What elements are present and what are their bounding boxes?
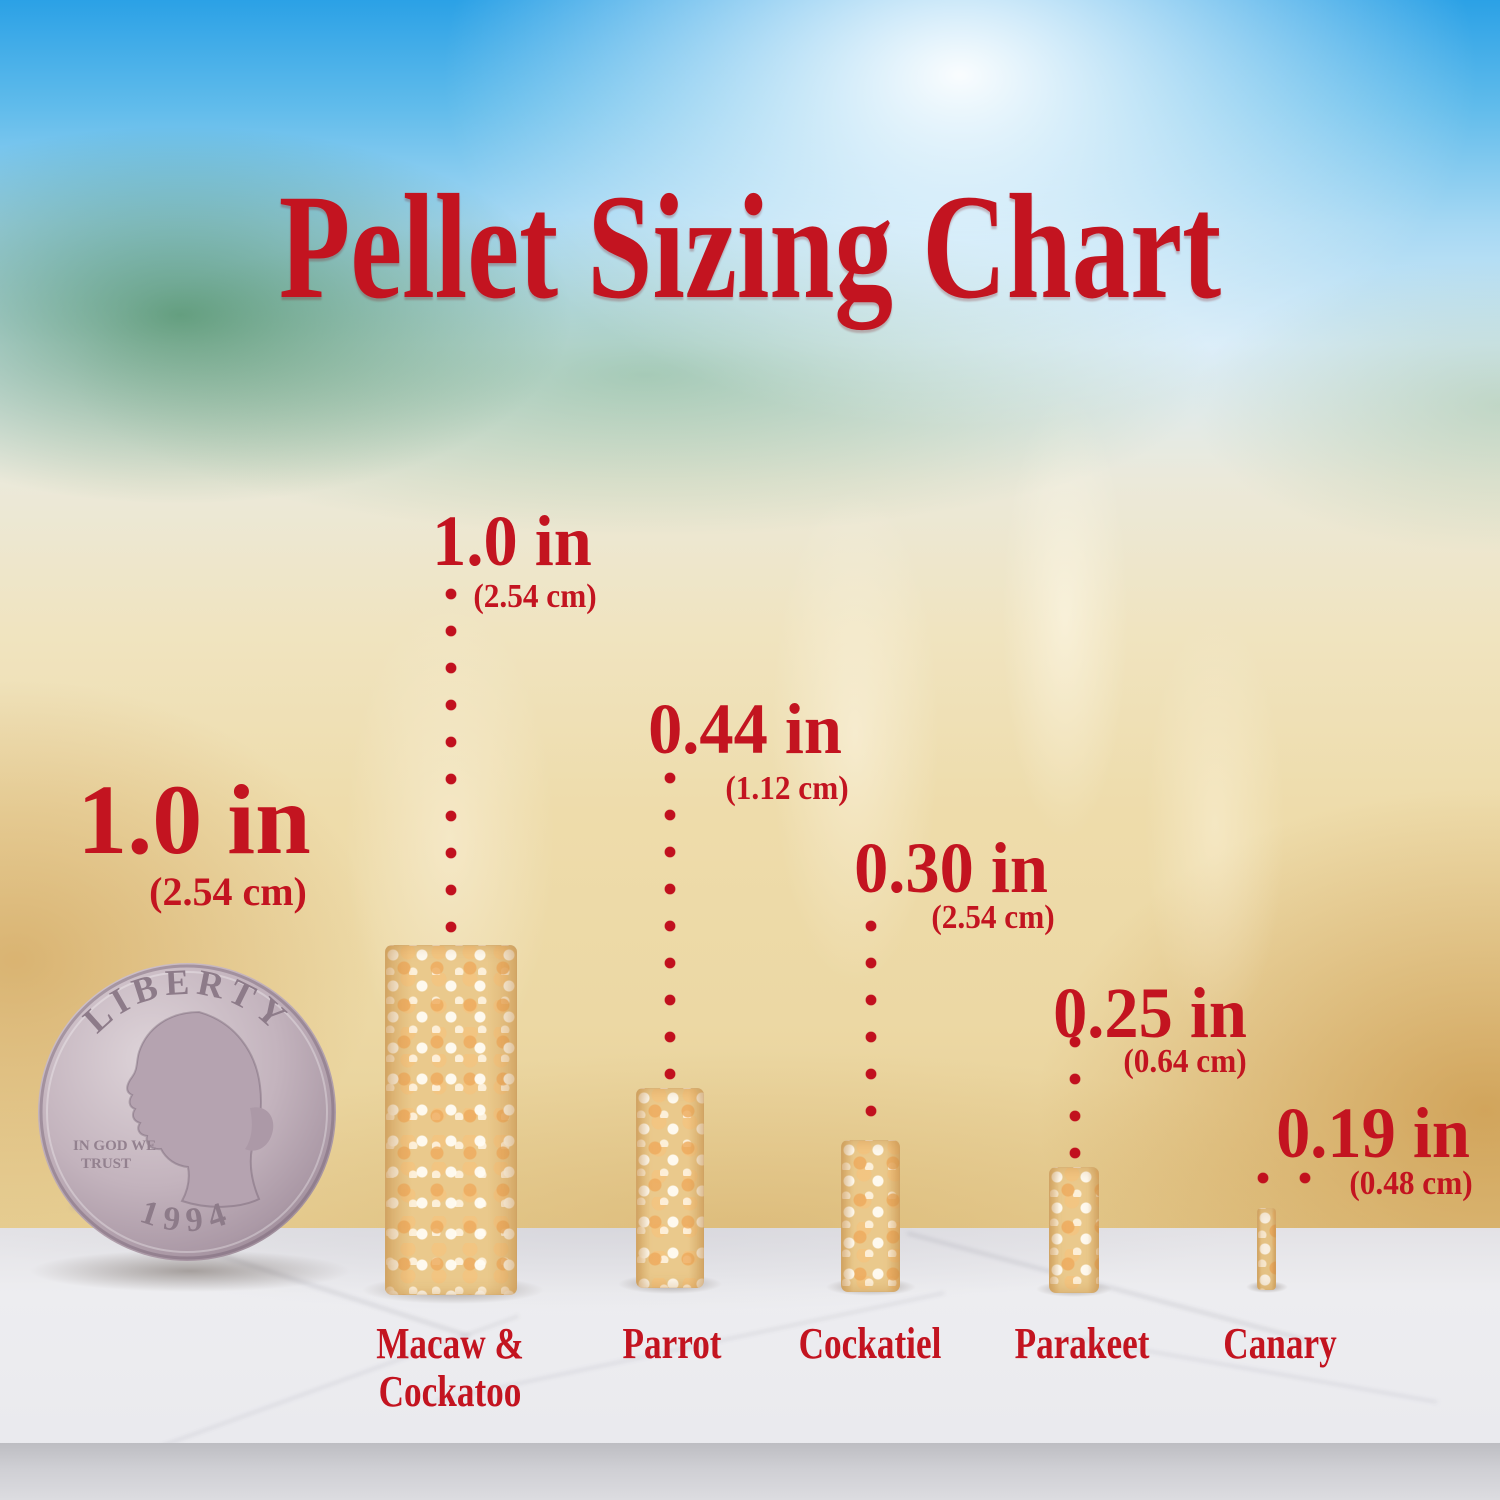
- bird-name-line2: Cockatoo: [378, 1366, 522, 1416]
- size-metric-parrot: (1.12 cm): [725, 770, 849, 807]
- coin-motto-line1: IN GOD WE: [73, 1138, 156, 1154]
- coin-size-label: 1.0 in: [77, 764, 311, 875]
- size-metric-canary: (0.48 cm): [1349, 1165, 1473, 1202]
- size-label-macaw: 1.0 in: [432, 501, 592, 581]
- quarter-coin-graphic: LIBERTY 1994 IN GOD WE TRUST: [38, 962, 336, 1261]
- size-label-parrot: 0.44 in: [648, 689, 842, 769]
- pellet-canary: [1257, 1208, 1276, 1290]
- pellet-parrot: [636, 1088, 704, 1288]
- bird-name-parakeet: Parakeet: [1014, 1319, 1150, 1368]
- leader-dots-parrot: [664, 772, 676, 1084]
- leader-dots-parakeet: [1069, 1036, 1081, 1164]
- pellet-macaw-cockatoo: [385, 945, 517, 1295]
- bird-name-parrot: Parrot: [622, 1319, 722, 1368]
- bird-name-macaw-cockatoo: Macaw & Cockatoo: [376, 1320, 524, 1416]
- size-label-cockatiel: 0.30 in: [854, 828, 1048, 908]
- coin-inner-ring: [46, 971, 328, 1253]
- page-title: Pellet Sizing Chart: [278, 164, 1222, 330]
- coin-size-metric: (2.54 cm): [149, 869, 307, 914]
- profile-queue-hair: [245, 1107, 274, 1151]
- leader-dots-macaw: [445, 588, 457, 933]
- leader-dots-canary: [1257, 1172, 1311, 1184]
- size-label-parakeet: 0.25 in: [1053, 973, 1247, 1053]
- size-label-canary: 0.19 in: [1276, 1093, 1470, 1173]
- bird-name-canary: Canary: [1223, 1319, 1337, 1368]
- pellet-cockatiel: [841, 1140, 900, 1292]
- coin-rim: [39, 964, 335, 1260]
- bird-name-cockatiel: Cockatiel: [798, 1319, 942, 1368]
- size-metric-parakeet: (0.64 cm): [1123, 1043, 1247, 1080]
- quarter-coin: LIBERTY 1994 IN GOD WE TRUST: [37, 962, 337, 1262]
- pellet-parakeet: [1049, 1167, 1099, 1293]
- size-metric-macaw: (2.54 cm): [473, 578, 597, 615]
- bird-name-line1: Macaw &: [376, 1319, 524, 1368]
- size-metric-cockatiel: (2.54 cm): [931, 899, 1055, 936]
- leader-dots-cockatiel: [865, 920, 877, 1125]
- coin-motto-line2: TRUST: [81, 1156, 131, 1172]
- marble-table-front-edge: [0, 1443, 1500, 1500]
